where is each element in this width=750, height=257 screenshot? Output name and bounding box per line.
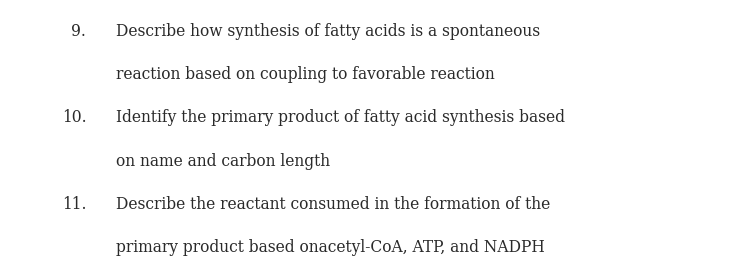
Text: reaction based on coupling to favorable reaction: reaction based on coupling to favorable … — [116, 66, 495, 83]
Text: 10.: 10. — [62, 109, 86, 126]
Text: 9.: 9. — [71, 23, 86, 40]
Text: Describe the reactant consumed in the formation of the: Describe the reactant consumed in the fo… — [116, 196, 550, 213]
Text: primary product based onacetyl-CoA, ATP, and NADPH: primary product based onacetyl-CoA, ATP,… — [116, 239, 545, 256]
Text: 11.: 11. — [62, 196, 86, 213]
Text: Identify the primary product of fatty acid synthesis based: Identify the primary product of fatty ac… — [116, 109, 566, 126]
Text: on name and carbon length: on name and carbon length — [116, 153, 330, 170]
Text: Describe how synthesis of fatty acids is a spontaneous: Describe how synthesis of fatty acids is… — [116, 23, 540, 40]
